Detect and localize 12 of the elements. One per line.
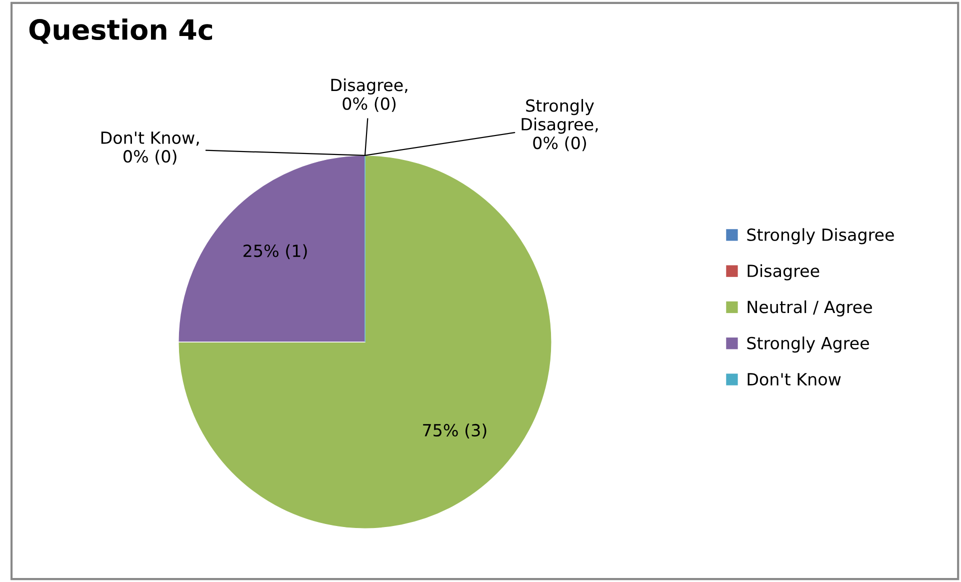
legend-label: Strongly Agree (747, 336, 869, 353)
text: Strongly Disagree, 0% (0) (522, 98, 598, 152)
legend-label: Neutral / Agree (748, 300, 872, 317)
legend-label: Don't Know (748, 373, 841, 386)
text: Don't Know, 0% (0) (101, 132, 199, 165)
pie-slice (178, 155, 552, 529)
text: Disagree, 0% (0) (331, 78, 408, 112)
chart-title: Question 4c (29, 18, 212, 44)
legend-label: Disagree (748, 264, 820, 280)
data-label: 75% (3) (423, 424, 486, 439)
data-label: 25% (1) (244, 244, 307, 260)
legend-label: Strongly Disagree (747, 228, 894, 244)
